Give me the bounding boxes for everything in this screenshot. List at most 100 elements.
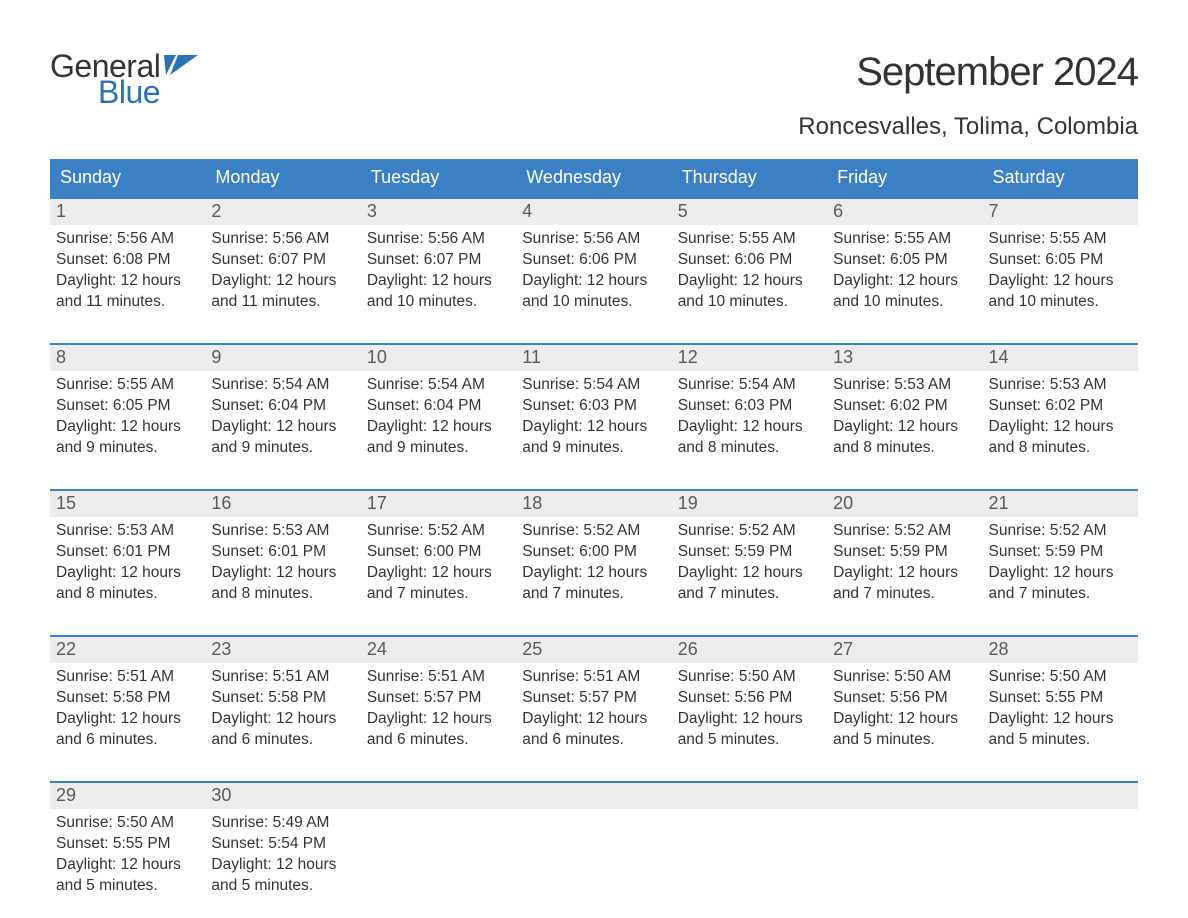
day-number: 10 [361,345,516,371]
day-body: Sunrise: 5:56 AMSunset: 6:07 PMDaylight:… [205,225,360,317]
day-header: Thursday [672,159,827,197]
sunrise-text: Sunrise: 5:50 AM [989,667,1132,688]
day-cell: 19Sunrise: 5:52 AMSunset: 5:59 PMDayligh… [672,491,827,611]
day-cell: 1Sunrise: 5:56 AMSunset: 6:08 PMDaylight… [50,199,205,319]
day-cell: 4Sunrise: 5:56 AMSunset: 6:06 PMDaylight… [516,199,671,319]
sunset-text: Sunset: 5:57 PM [522,688,665,709]
day-cell [827,783,982,903]
day-number: 3 [361,199,516,225]
logo-word2: Blue [98,76,198,108]
daylight-text: Daylight: 12 hours and 5 minutes. [833,709,976,751]
day-number: 29 [50,783,205,809]
day-header: Sunday [50,159,205,197]
sunset-text: Sunset: 5:59 PM [833,542,976,563]
sunrise-text: Sunrise: 5:54 AM [367,375,510,396]
day-cell [516,783,671,903]
day-number: 2 [205,199,360,225]
daylight-text: Daylight: 12 hours and 7 minutes. [522,563,665,605]
daylight-text: Daylight: 12 hours and 7 minutes. [678,563,821,605]
day-number: 30 [205,783,360,809]
day-body: Sunrise: 5:55 AMSunset: 6:05 PMDaylight:… [827,225,982,317]
sunrise-text: Sunrise: 5:51 AM [522,667,665,688]
sunset-text: Sunset: 6:02 PM [989,396,1132,417]
day-cell: 7Sunrise: 5:55 AMSunset: 6:05 PMDaylight… [983,199,1138,319]
daylight-text: Daylight: 12 hours and 7 minutes. [367,563,510,605]
day-number: 13 [827,345,982,371]
day-number: 25 [516,637,671,663]
day-number: 16 [205,491,360,517]
daylight-text: Daylight: 12 hours and 9 minutes. [367,417,510,459]
sunrise-text: Sunrise: 5:52 AM [678,521,821,542]
sunset-text: Sunset: 6:04 PM [367,396,510,417]
day-body: Sunrise: 5:53 AMSunset: 6:02 PMDaylight:… [827,371,982,463]
sunset-text: Sunset: 6:02 PM [833,396,976,417]
day-header: Friday [827,159,982,197]
day-body: Sunrise: 5:51 AMSunset: 5:58 PMDaylight:… [205,663,360,755]
day-number: 7 [983,199,1138,225]
day-cell: 10Sunrise: 5:54 AMSunset: 6:04 PMDayligh… [361,345,516,465]
daylight-text: Daylight: 12 hours and 8 minutes. [678,417,821,459]
day-cell [361,783,516,903]
day-number: 23 [205,637,360,663]
day-cell: 30Sunrise: 5:49 AMSunset: 5:54 PMDayligh… [205,783,360,903]
day-number [827,783,982,809]
day-cell: 16Sunrise: 5:53 AMSunset: 6:01 PMDayligh… [205,491,360,611]
day-number: 19 [672,491,827,517]
day-number: 12 [672,345,827,371]
sunset-text: Sunset: 6:03 PM [678,396,821,417]
sunrise-text: Sunrise: 5:50 AM [678,667,821,688]
day-header-row: Sunday Monday Tuesday Wednesday Thursday… [50,159,1138,197]
day-body: Sunrise: 5:52 AMSunset: 6:00 PMDaylight:… [516,517,671,609]
daylight-text: Daylight: 12 hours and 10 minutes. [833,271,976,313]
sunset-text: Sunset: 5:59 PM [989,542,1132,563]
sunset-text: Sunset: 6:05 PM [56,396,199,417]
sunrise-text: Sunrise: 5:56 AM [56,229,199,250]
sunrise-text: Sunrise: 5:53 AM [989,375,1132,396]
daylight-text: Daylight: 12 hours and 6 minutes. [56,709,199,751]
day-cell: 25Sunrise: 5:51 AMSunset: 5:57 PMDayligh… [516,637,671,757]
day-cell: 13Sunrise: 5:53 AMSunset: 6:02 PMDayligh… [827,345,982,465]
day-number: 4 [516,199,671,225]
sunrise-text: Sunrise: 5:55 AM [989,229,1132,250]
daylight-text: Daylight: 12 hours and 11 minutes. [56,271,199,313]
sunset-text: Sunset: 6:07 PM [367,250,510,271]
day-body: Sunrise: 5:50 AMSunset: 5:55 PMDaylight:… [983,663,1138,755]
sunset-text: Sunset: 6:06 PM [522,250,665,271]
daylight-text: Daylight: 12 hours and 8 minutes. [833,417,976,459]
sunrise-text: Sunrise: 5:51 AM [367,667,510,688]
sunset-text: Sunset: 6:07 PM [211,250,354,271]
daylight-text: Daylight: 12 hours and 8 minutes. [56,563,199,605]
day-body: Sunrise: 5:51 AMSunset: 5:57 PMDaylight:… [516,663,671,755]
sunrise-text: Sunrise: 5:52 AM [989,521,1132,542]
sunset-text: Sunset: 6:05 PM [989,250,1132,271]
day-body: Sunrise: 5:55 AMSunset: 6:05 PMDaylight:… [50,371,205,463]
day-cell: 14Sunrise: 5:53 AMSunset: 6:02 PMDayligh… [983,345,1138,465]
day-cell: 9Sunrise: 5:54 AMSunset: 6:04 PMDaylight… [205,345,360,465]
day-number [361,783,516,809]
day-number: 1 [50,199,205,225]
sunrise-text: Sunrise: 5:52 AM [833,521,976,542]
week-row: 1Sunrise: 5:56 AMSunset: 6:08 PMDaylight… [50,197,1138,319]
day-body: Sunrise: 5:54 AMSunset: 6:04 PMDaylight:… [361,371,516,463]
day-number [983,783,1138,809]
day-body: Sunrise: 5:52 AMSunset: 5:59 PMDaylight:… [672,517,827,609]
daylight-text: Daylight: 12 hours and 8 minutes. [211,563,354,605]
day-cell: 24Sunrise: 5:51 AMSunset: 5:57 PMDayligh… [361,637,516,757]
day-number: 8 [50,345,205,371]
day-body: Sunrise: 5:54 AMSunset: 6:03 PMDaylight:… [672,371,827,463]
day-body: Sunrise: 5:52 AMSunset: 6:00 PMDaylight:… [361,517,516,609]
day-cell: 18Sunrise: 5:52 AMSunset: 6:00 PMDayligh… [516,491,671,611]
sunrise-text: Sunrise: 5:53 AM [833,375,976,396]
day-cell: 6Sunrise: 5:55 AMSunset: 6:05 PMDaylight… [827,199,982,319]
daylight-text: Daylight: 12 hours and 11 minutes. [211,271,354,313]
daylight-text: Daylight: 12 hours and 7 minutes. [989,563,1132,605]
day-body: Sunrise: 5:56 AMSunset: 6:08 PMDaylight:… [50,225,205,317]
sunset-text: Sunset: 5:58 PM [56,688,199,709]
sunrise-text: Sunrise: 5:53 AM [56,521,199,542]
logo: General Blue [50,50,198,108]
sunrise-text: Sunrise: 5:52 AM [367,521,510,542]
sunrise-text: Sunrise: 5:51 AM [56,667,199,688]
week-row: 22Sunrise: 5:51 AMSunset: 5:58 PMDayligh… [50,635,1138,757]
sunset-text: Sunset: 5:59 PM [678,542,821,563]
day-body: Sunrise: 5:52 AMSunset: 5:59 PMDaylight:… [827,517,982,609]
